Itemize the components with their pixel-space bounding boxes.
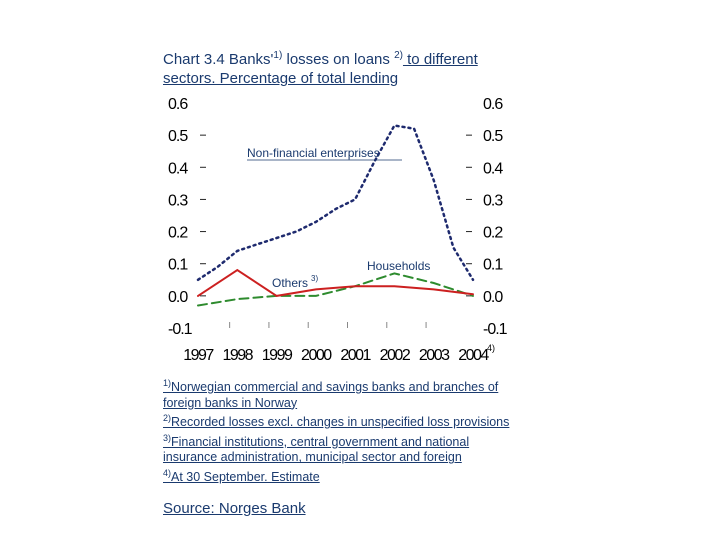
y-tick-label-right: 0.0 [483, 289, 503, 306]
y-tick-label-right: 0.3 [483, 192, 503, 209]
y-tick-label-right: 0.2 [483, 225, 503, 242]
footnote-3: 3)Financial institutions, central govern… [163, 432, 470, 465]
title-sup1: 1) [273, 50, 283, 61]
title-part1: Chart 3.4 Banks' [163, 51, 274, 68]
footnote-4: 4)At 30 September. Estimate [163, 467, 320, 485]
series-line-non-financial-enterprises [196, 124, 475, 282]
chart-series [196, 124, 475, 307]
y-tick-label-left: 0.5 [168, 128, 188, 145]
y-tick-label-left: 0.4 [168, 160, 188, 177]
y-tick-label-left: 0.3 [168, 192, 188, 209]
y-tick-label-left: 0.1 [168, 257, 188, 274]
series-line-households [197, 272, 474, 307]
series-label-households: Households [367, 259, 430, 273]
x-tick-label: 1999 [262, 347, 293, 364]
x-tick-label: 1998 [222, 347, 253, 364]
chart-title: Chart 3.4 Banks'1) losses on loans 2) to… [163, 46, 503, 88]
x-tick-label: 2003 [419, 347, 450, 364]
title-part3: to different sectors. Percentage of tota… [163, 51, 478, 87]
y-tick-label-left: 0.0 [168, 289, 188, 306]
chart-axes: 0.6 0.5 0.4 0.3 0.2 0.1 0.0 -0.1 0.6 0.5 0.4 0.3 0.2… [168, 96, 509, 364]
y-tick-label-left: 0.2 [168, 225, 188, 242]
series-label-others-sup: 3) [311, 274, 318, 283]
footnote-1: 1)Norwegian commercial and savings banks… [163, 378, 499, 410]
x-tick-label: 2000 [301, 347, 332, 364]
y-tick-label-right: -0.1 [483, 321, 508, 338]
series-line-others [197, 268, 474, 297]
y-tick-label-right: 0.6 [483, 96, 503, 113]
y-tick-label-left: -0.1 [168, 321, 193, 338]
y-tick-label-right: 0.1 [483, 257, 503, 274]
footnote-2: 2)Recorded losses excl. changes in unspe… [163, 413, 510, 430]
series-label-others: Others [272, 276, 308, 290]
y-tick-label-right: 0.5 [483, 128, 503, 145]
x-tick-label: 2002 [380, 347, 411, 364]
title-part2: losses on loans [282, 51, 395, 68]
y-tick-label-left: 0.6 [168, 96, 188, 113]
x-tick-label: 1997 [183, 347, 214, 364]
x-tick-label-sup: 4) [487, 343, 495, 353]
x-tick-label: 2001 [340, 347, 371, 364]
x-tick-label: 2004 [458, 347, 489, 364]
y-tick-label-right: 0.4 [483, 160, 503, 177]
chart-labels: Non-financial enterprises Households Other… [247, 146, 430, 290]
source-note: Source: Norges Bank [163, 500, 306, 517]
title-sup2: 2) [394, 50, 403, 61]
footnotes: 1)Norwegian commercial and savings banks… [163, 376, 523, 486]
series-label-non-financial: Non-financial enterprises [247, 146, 380, 160]
